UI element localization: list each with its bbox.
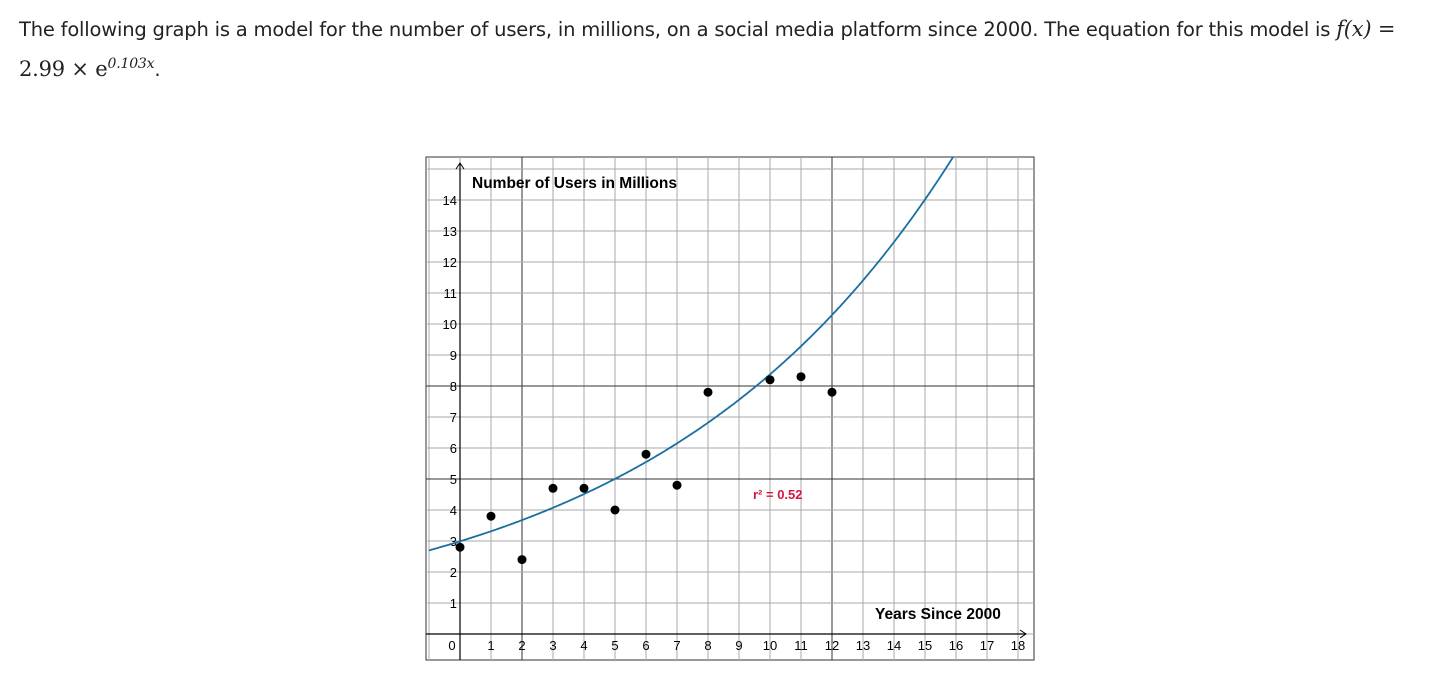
x-tick-label: 12	[825, 638, 839, 653]
problem-statement: The following graph is a model for the n…	[19, 12, 1439, 87]
period: .	[154, 58, 161, 81]
chart-title: Number of Users in Millions	[472, 175, 677, 192]
x-axis-arrow-icon	[1019, 629, 1027, 639]
tick-labels: 0 1 2 3 4 5 6 7 8 9 10 11 12 13 14 15 16 17 18123456789101…	[443, 193, 1026, 653]
x-tick-label: 3	[549, 638, 556, 653]
y-tick-label: 2	[450, 565, 457, 580]
y-tick-label: 10	[443, 317, 457, 332]
x-tick-label: 9	[735, 638, 742, 653]
x-tick-label: 14	[887, 638, 901, 653]
y-tick-label: 5	[450, 472, 457, 487]
data-point	[827, 387, 837, 397]
y-tick-label: 9	[450, 348, 457, 363]
x-tick-label: 2	[518, 638, 525, 653]
data-point	[579, 483, 589, 493]
data-point	[486, 511, 496, 521]
y-tick-label: 12	[443, 255, 457, 270]
y-tick-label: 8	[450, 379, 457, 394]
equation-lhs: f(x) =	[1336, 17, 1396, 41]
data-point	[455, 542, 465, 552]
y-tick-label: 7	[450, 410, 457, 425]
chart-frame	[425, 156, 1035, 661]
x-tick-label: 13	[856, 638, 870, 653]
data-point	[517, 555, 527, 565]
x-axis-label: Years Since 2000	[875, 606, 1001, 623]
equation-exponent: 0.103x	[107, 56, 155, 72]
data-point	[641, 449, 651, 459]
x-tick-label: 7	[673, 638, 680, 653]
x-tick-label: 15	[918, 638, 932, 653]
data-point	[765, 375, 775, 385]
y-tick-label: 3	[450, 534, 457, 549]
r-squared-annotation: r² = 0.52	[753, 487, 803, 502]
x-tick-label: 11	[794, 638, 808, 653]
intro-text: The following graph is a model for the n…	[19, 18, 1331, 41]
y-tick-label: 13	[443, 224, 457, 239]
x-tick-label: 0	[448, 638, 455, 653]
model-equation: f(x) = 2.99 × e0.103x	[19, 17, 1395, 81]
x-tick-label: 18	[1011, 638, 1025, 653]
data-point	[703, 387, 713, 397]
x-tick-label: 16	[949, 638, 963, 653]
y-tick-label: 14	[443, 193, 457, 208]
x-tick-label: 6	[642, 638, 649, 653]
y-tick-label: 11	[444, 286, 458, 301]
y-tick-label: 1	[450, 596, 457, 611]
x-tick-label: 8	[704, 638, 711, 653]
data-point	[548, 483, 558, 493]
data-points	[455, 372, 837, 565]
y-tick-label: 6	[450, 441, 457, 456]
equation-coefficient: 2.99 × e	[19, 57, 108, 81]
data-point	[796, 372, 806, 382]
axes	[426, 162, 1027, 660]
x-tick-label: 10	[763, 638, 777, 653]
x-tick-label: 17	[980, 638, 994, 653]
y-axis-arrow-icon	[455, 162, 465, 170]
x-tick-label: 1	[487, 638, 494, 653]
x-tick-label: 4	[580, 638, 587, 653]
data-point	[610, 505, 620, 515]
x-tick-label: 5	[611, 638, 618, 653]
model-curve	[428, 156, 954, 552]
y-tick-label: 4	[450, 503, 457, 518]
data-point	[672, 480, 682, 490]
